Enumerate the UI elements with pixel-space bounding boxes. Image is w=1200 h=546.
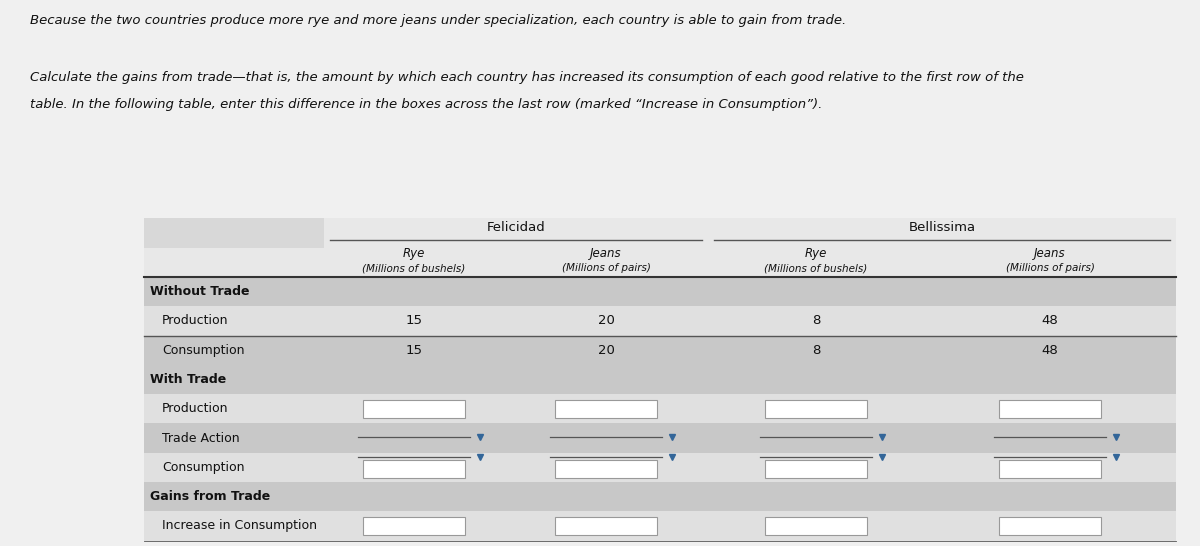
Text: Trade Action: Trade Action bbox=[162, 431, 240, 444]
Bar bbox=[998, 517, 1102, 535]
Text: 48: 48 bbox=[1042, 314, 1058, 328]
Bar bbox=[144, 248, 1176, 277]
Text: (Millions of bushels): (Millions of bushels) bbox=[362, 263, 466, 274]
Bar bbox=[144, 218, 1176, 541]
Text: Gains from Trade: Gains from Trade bbox=[150, 490, 270, 503]
Bar bbox=[766, 460, 866, 478]
Bar bbox=[0, 0, 1200, 229]
Text: Consumption: Consumption bbox=[162, 343, 245, 357]
Bar bbox=[144, 365, 1176, 394]
Text: Production: Production bbox=[162, 314, 228, 328]
Bar bbox=[324, 218, 708, 248]
Bar bbox=[144, 423, 1176, 453]
Text: Without Trade: Without Trade bbox=[150, 285, 250, 298]
Bar bbox=[144, 482, 1176, 511]
Text: Rye: Rye bbox=[403, 247, 425, 259]
Text: Consumption: Consumption bbox=[162, 461, 245, 474]
Text: Rye: Rye bbox=[805, 247, 827, 259]
Bar bbox=[144, 277, 1176, 306]
Bar bbox=[998, 400, 1102, 418]
Text: Jeans: Jeans bbox=[1034, 247, 1066, 259]
Bar bbox=[766, 517, 866, 535]
Text: Because the two countries produce more rye and more jeans under specialization, : Because the two countries produce more r… bbox=[30, 14, 846, 27]
Text: 8: 8 bbox=[812, 343, 820, 357]
Text: 48: 48 bbox=[1042, 343, 1058, 357]
Bar bbox=[144, 336, 1176, 365]
Text: Jeans: Jeans bbox=[590, 247, 622, 259]
Text: table. In the following table, enter this difference in the boxes across the las: table. In the following table, enter thi… bbox=[30, 98, 822, 111]
Bar bbox=[766, 400, 866, 418]
Bar bbox=[144, 306, 1176, 336]
Text: 15: 15 bbox=[406, 343, 422, 357]
Bar bbox=[144, 511, 1176, 541]
Text: With Trade: With Trade bbox=[150, 373, 227, 386]
Text: Increase in Consumption: Increase in Consumption bbox=[162, 519, 317, 532]
Bar bbox=[144, 394, 1176, 423]
Bar bbox=[554, 460, 658, 478]
Text: (Millions of bushels): (Millions of bushels) bbox=[764, 263, 868, 274]
Bar bbox=[554, 400, 658, 418]
Text: 20: 20 bbox=[598, 314, 614, 328]
Text: Calculate the gains from trade—that is, the amount by which each country has inc: Calculate the gains from trade—that is, … bbox=[30, 71, 1024, 84]
Bar bbox=[998, 460, 1102, 478]
Text: Bellissima: Bellissima bbox=[908, 221, 976, 234]
Text: Production: Production bbox=[162, 402, 228, 416]
Bar bbox=[364, 400, 466, 418]
Bar bbox=[364, 517, 466, 535]
Text: 8: 8 bbox=[812, 314, 820, 328]
Text: Felicidad: Felicidad bbox=[487, 221, 545, 234]
Bar bbox=[554, 517, 658, 535]
Text: 20: 20 bbox=[598, 343, 614, 357]
Text: (Millions of pairs): (Millions of pairs) bbox=[562, 263, 650, 274]
Bar bbox=[364, 460, 466, 478]
Bar bbox=[144, 453, 1176, 482]
Text: (Millions of pairs): (Millions of pairs) bbox=[1006, 263, 1094, 274]
Bar bbox=[708, 218, 1176, 248]
Text: 15: 15 bbox=[406, 314, 422, 328]
